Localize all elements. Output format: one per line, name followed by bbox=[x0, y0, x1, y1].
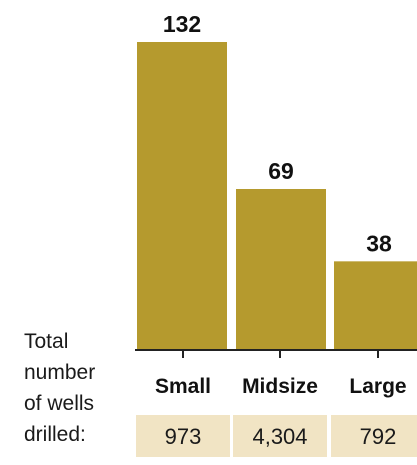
wells-cell-large bbox=[331, 415, 417, 457]
bar-small bbox=[137, 42, 227, 350]
value-label-large: 38 bbox=[366, 230, 392, 256]
value-label-midsize: 69 bbox=[268, 158, 294, 184]
value-labels-layer: 132 69 38 bbox=[163, 11, 392, 256]
value-label-small: 132 bbox=[163, 11, 201, 37]
bar-large bbox=[334, 261, 417, 350]
wells-row-label: Total number of wells drilled: bbox=[24, 326, 134, 450]
bar-midsize bbox=[236, 189, 326, 350]
category-labels-layer: Small Midsize Large bbox=[155, 375, 407, 398]
wells-cell-small bbox=[136, 415, 230, 457]
wells-value-midsize: 4,304 bbox=[252, 424, 307, 449]
ticks-layer bbox=[182, 350, 379, 358]
wells-table-layer: 973 4,304 792 bbox=[136, 415, 417, 457]
wells-row-label-line: Total bbox=[24, 330, 69, 353]
wells-value-large: 792 bbox=[360, 424, 397, 449]
wells-row-label-line: drilled: bbox=[24, 423, 86, 446]
category-label-midsize: Midsize bbox=[242, 375, 318, 398]
category-label-small: Small bbox=[155, 375, 211, 398]
wells-row-label-line: of wells bbox=[24, 392, 95, 415]
category-label-large: Large bbox=[349, 375, 406, 398]
wells-value-small: 973 bbox=[165, 424, 202, 449]
bars-layer bbox=[137, 42, 417, 350]
wells-cell-midsize bbox=[233, 415, 327, 457]
wells-row-label-line: number bbox=[24, 361, 96, 384]
